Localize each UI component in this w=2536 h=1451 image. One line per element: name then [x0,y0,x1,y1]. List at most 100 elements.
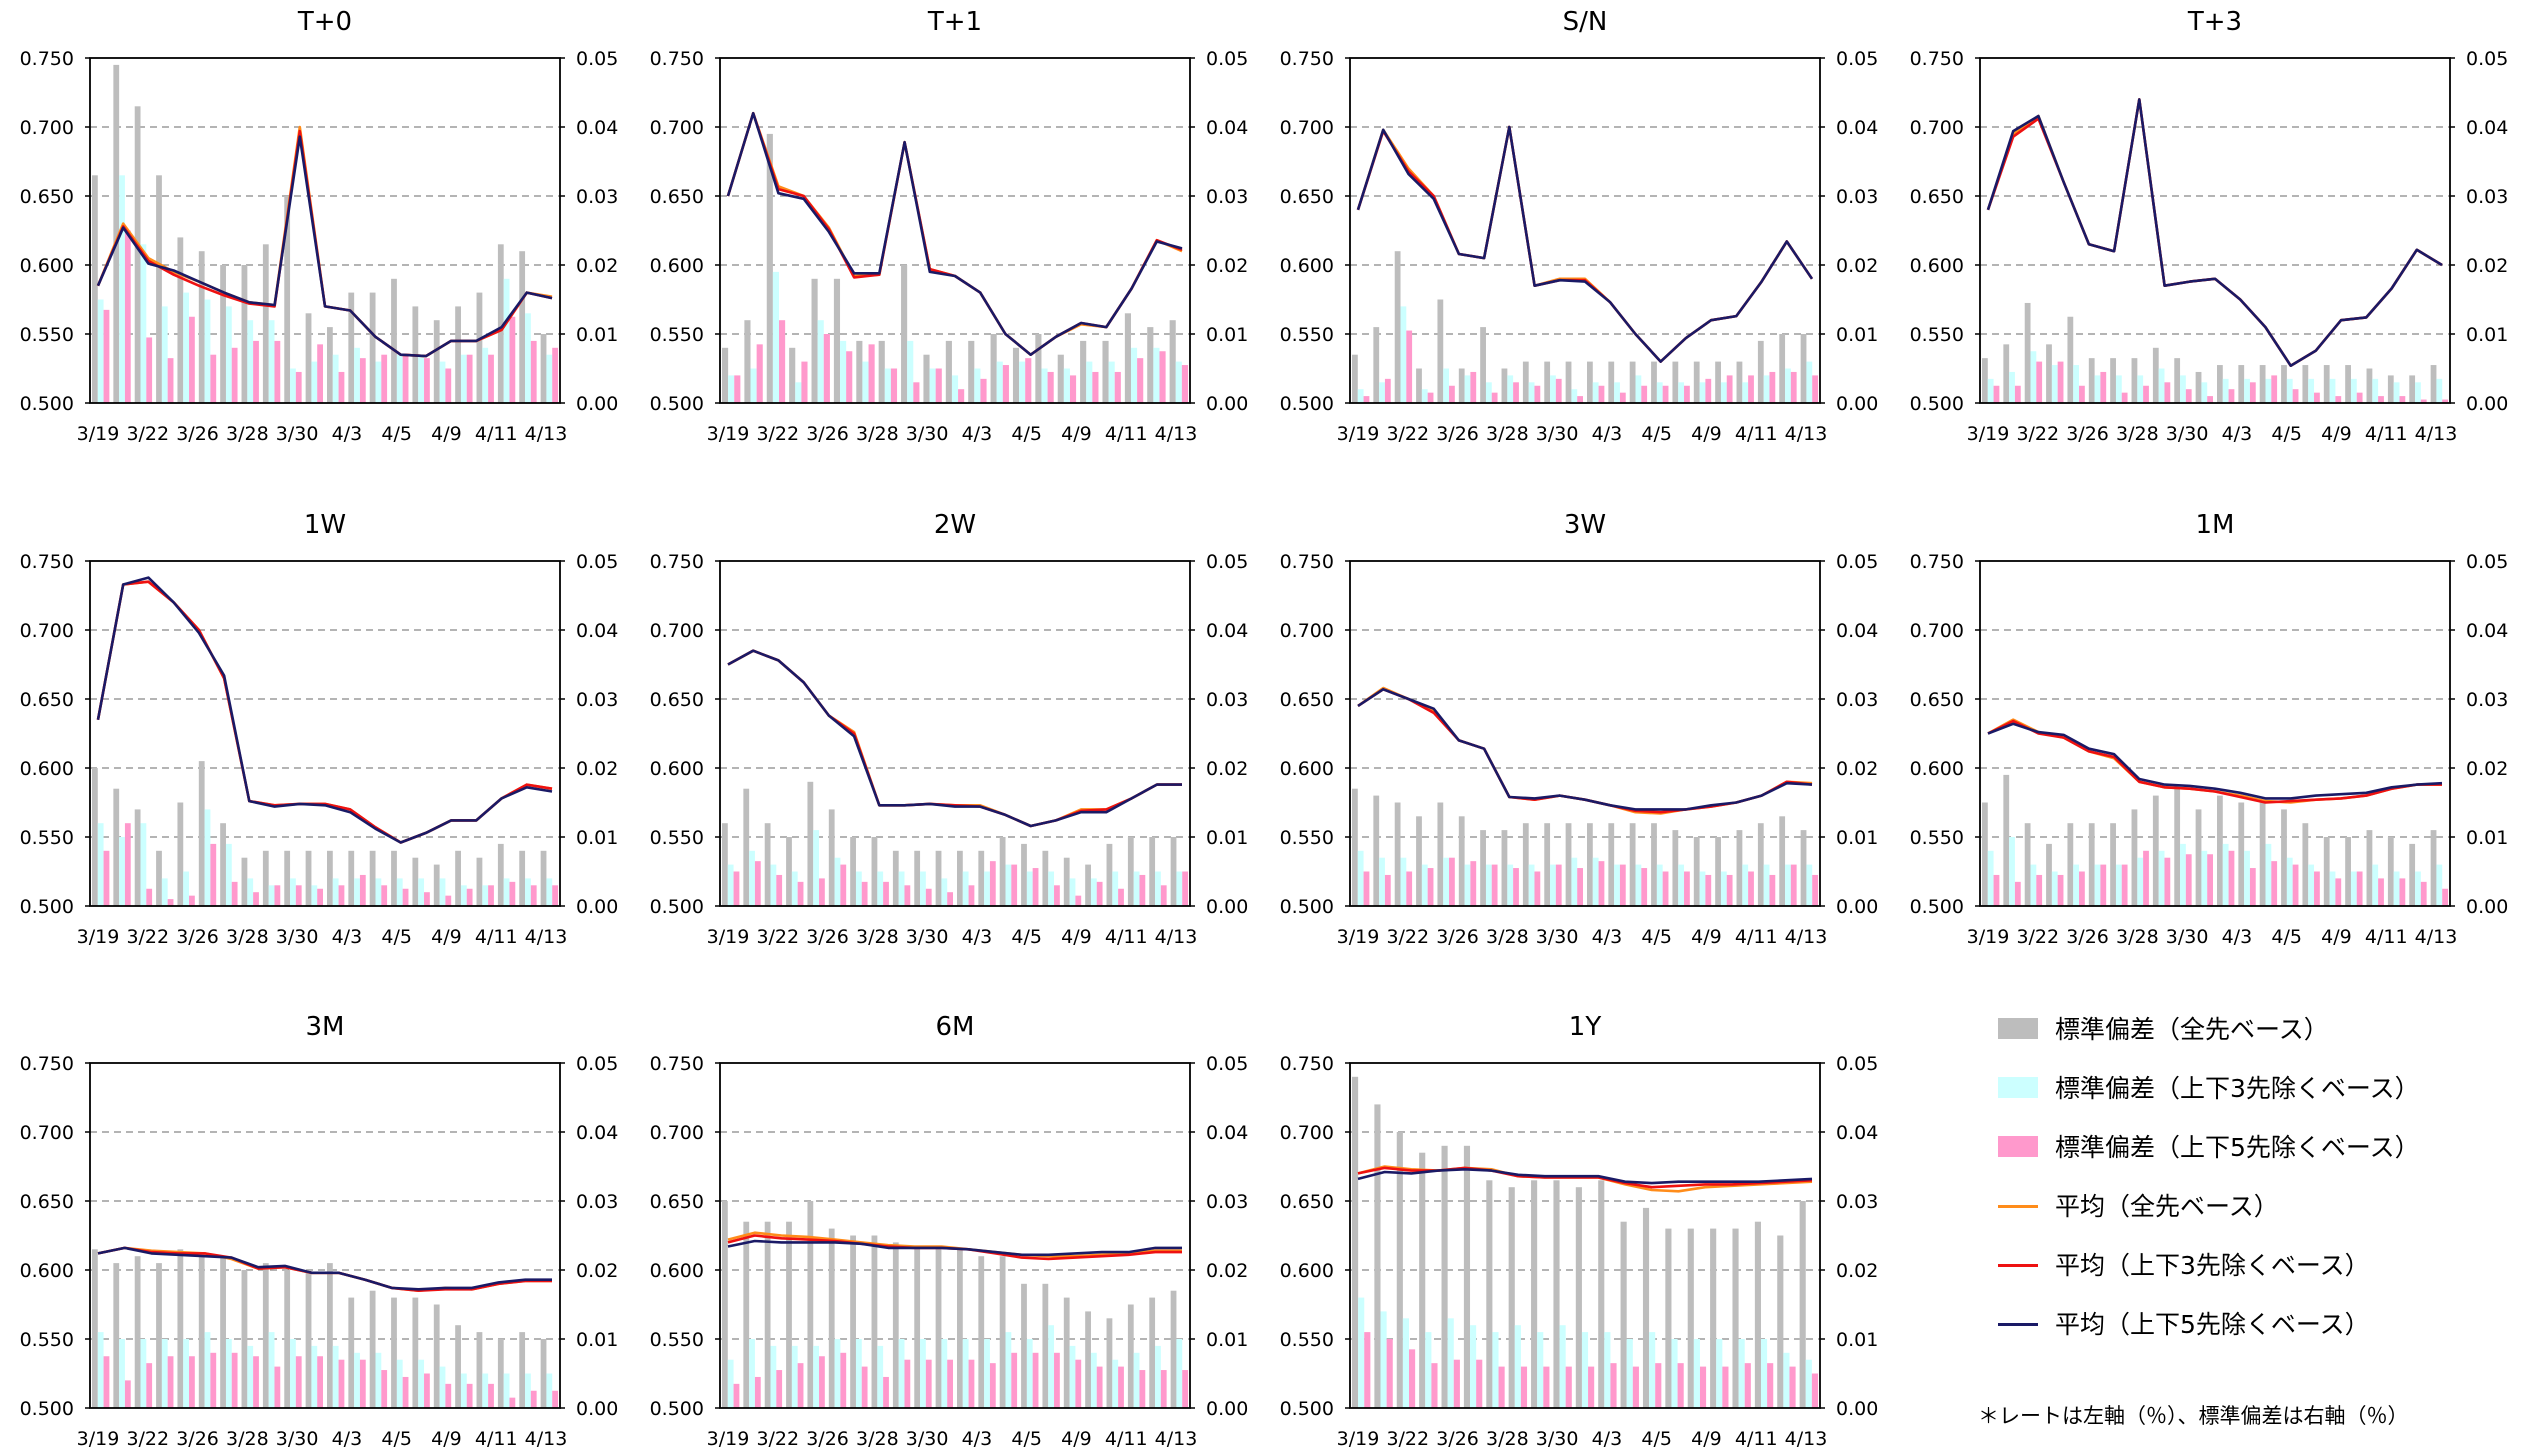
std-bar [262,244,269,403]
y-left-tick-label: 0.750 [20,1053,74,1075]
std-bar [439,1366,446,1408]
x-tick-label: 3/30 [276,423,319,445]
std-bar [2238,802,2245,906]
std-bar [833,278,841,403]
chart-panel: 3W 0.750 0.700 0.650 0.600 0.550 0.500 0.05 0.04… [1280,510,1879,948]
x-tick-label: 3/30 [906,423,949,445]
y-right-tick-label: 0.04 [2466,117,2508,139]
x-tick-label: 3/22 [2016,423,2059,445]
std-bar [1800,830,1807,906]
std-bar [247,878,254,906]
std-bar [754,861,761,906]
std-bar [1054,1352,1060,1408]
std-bar [1559,1325,1566,1408]
std-bar [1005,864,1012,906]
y-right-tick-label: 0.01 [1206,1329,1248,1351]
std-bar [92,175,98,403]
std-bar [1565,361,1572,403]
x-tick-label: 4/9 [1061,423,1092,445]
std-bar [2302,823,2309,906]
y-right-tick-label: 0.00 [1206,896,1248,918]
y-left-tick-label: 0.750 [20,48,74,70]
average-line [1986,98,2443,368]
std-bar [1635,375,1642,403]
std-bar [2009,837,2015,906]
x-tick-label: 4/13 [1155,926,1198,948]
std-bar [2335,878,2342,906]
std-bar [402,354,409,403]
plot-frame [89,560,561,907]
std-bar [488,885,494,906]
std-bar [797,881,804,906]
std-bar [2222,843,2229,906]
std-bar [1021,1283,1027,1408]
std-bar [779,320,786,403]
x-tick-label: 4/5 [381,423,412,445]
y-left-tick-label: 0.750 [650,551,704,573]
std-bar [2073,365,2080,403]
std-bar [119,1339,125,1408]
std-bar [2387,837,2394,906]
y-right-tick-label: 0.00 [1836,896,1878,918]
std-bar [791,871,798,906]
x-tick-label: 3/30 [906,926,949,948]
std-bar [1651,361,1657,403]
std-bar [2003,774,2010,906]
y-left-tick-label: 0.750 [1280,1053,1334,1075]
std-bar [1790,864,1797,906]
std-bar [460,354,467,403]
std-bar [509,881,516,906]
x-tick-label: 3/26 [806,1428,849,1450]
std-bar [1528,382,1535,403]
std-bar [1662,385,1669,403]
std-bar [359,358,366,403]
average-line [1987,722,2443,800]
std-bar [290,1339,296,1408]
std-bar [2323,365,2330,403]
std-bar [2131,358,2138,403]
std-bar [1363,396,1370,403]
plot-frame [1349,57,1821,404]
std-bar [482,1373,489,1408]
std-bar [1019,361,1026,403]
std-bar [1160,885,1167,906]
std-bar [1402,1318,1410,1408]
std-bar [2271,375,2278,403]
std-bar [332,354,339,403]
std-bar [1790,371,1797,403]
std-bar [231,347,238,403]
std-bar [750,368,757,403]
std-bar [1738,1339,1745,1408]
std-bar [1085,864,1091,906]
std-bar [476,857,483,906]
y-left-tick-label: 0.550 [1910,324,1964,346]
std-bar [968,885,975,906]
std-bar [2014,385,2021,403]
std-bar [1106,1318,1113,1408]
std-bar [1656,382,1663,403]
std-bar [840,1352,847,1408]
std-bar [2292,389,2299,403]
std-bar [167,1356,174,1408]
std-bar [2378,878,2384,906]
std-bar [743,1221,750,1408]
std-bar [274,885,281,906]
std-bar [268,1332,275,1408]
std-bar [198,761,205,906]
std-bar [2308,864,2315,906]
std-bar [113,64,120,404]
x-tick-label: 4/5 [1641,423,1672,445]
x-tick-label: 4/11 [2365,926,2408,948]
std-bar [1684,871,1690,906]
y-right-tick-label: 0.04 [1836,1122,1878,1144]
std-bar [1075,895,1082,906]
std-bar [418,354,425,403]
std-bar [348,850,355,906]
std-bar [850,837,856,906]
plot-frame [89,1062,561,1409]
std-bar [962,1339,969,1408]
std-bar [1042,850,1049,906]
std-bar [1769,874,1776,906]
std-bar [1987,850,1994,906]
std-bar [177,1249,184,1408]
